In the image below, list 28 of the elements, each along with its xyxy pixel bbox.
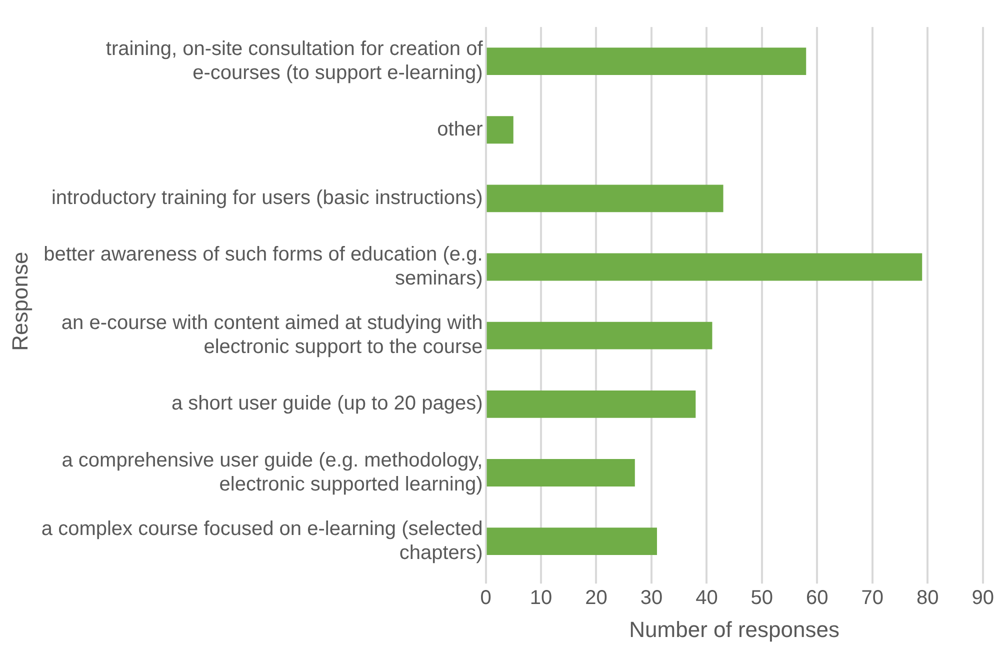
bar bbox=[486, 116, 514, 144]
bar bbox=[486, 322, 712, 350]
x-tick-label: 30 bbox=[640, 587, 663, 610]
bar bbox=[486, 48, 806, 76]
y-tick-label: a short user guide (up to 20 pages) bbox=[171, 392, 483, 415]
bar bbox=[486, 528, 657, 556]
y-tick-label: introductory training for users (basic instructions) bbox=[51, 186, 483, 209]
bar bbox=[486, 253, 922, 281]
y-tick-label: training, on-site consultation for creation of e-courses (to support e-learning) bbox=[106, 38, 484, 84]
x-tick-label: 40 bbox=[696, 587, 718, 610]
bar bbox=[486, 459, 635, 486]
x-tick-label: 20 bbox=[585, 587, 608, 610]
x-tick-label: 80 bbox=[916, 587, 939, 610]
bar bbox=[486, 390, 696, 418]
x-axis-title: Number of responses bbox=[629, 616, 840, 642]
y-axis-title: Response bbox=[7, 252, 32, 351]
x-tick-label: 50 bbox=[750, 587, 774, 610]
bar bbox=[486, 184, 724, 212]
x-tick-label: 0 bbox=[480, 587, 492, 610]
y-tick-label: other bbox=[437, 118, 484, 140]
y-tick-label: better awareness of such forms of education (e.g. seminars) bbox=[44, 244, 483, 290]
y-tick-label: a complex course focused on e-learning (selected chapters) bbox=[41, 518, 483, 564]
y-tick-label: an e-course with content aimed at studying with electronic support to the course bbox=[61, 312, 483, 358]
x-tick-label: 10 bbox=[530, 587, 552, 610]
x-tick-label: 90 bbox=[972, 587, 994, 610]
y-tick-label: a comprehensive user guide (e.g. methodology, electronic supported learning) bbox=[62, 449, 483, 496]
x-tick-label: 60 bbox=[806, 587, 828, 610]
x-tick-label: 70 bbox=[861, 587, 884, 610]
